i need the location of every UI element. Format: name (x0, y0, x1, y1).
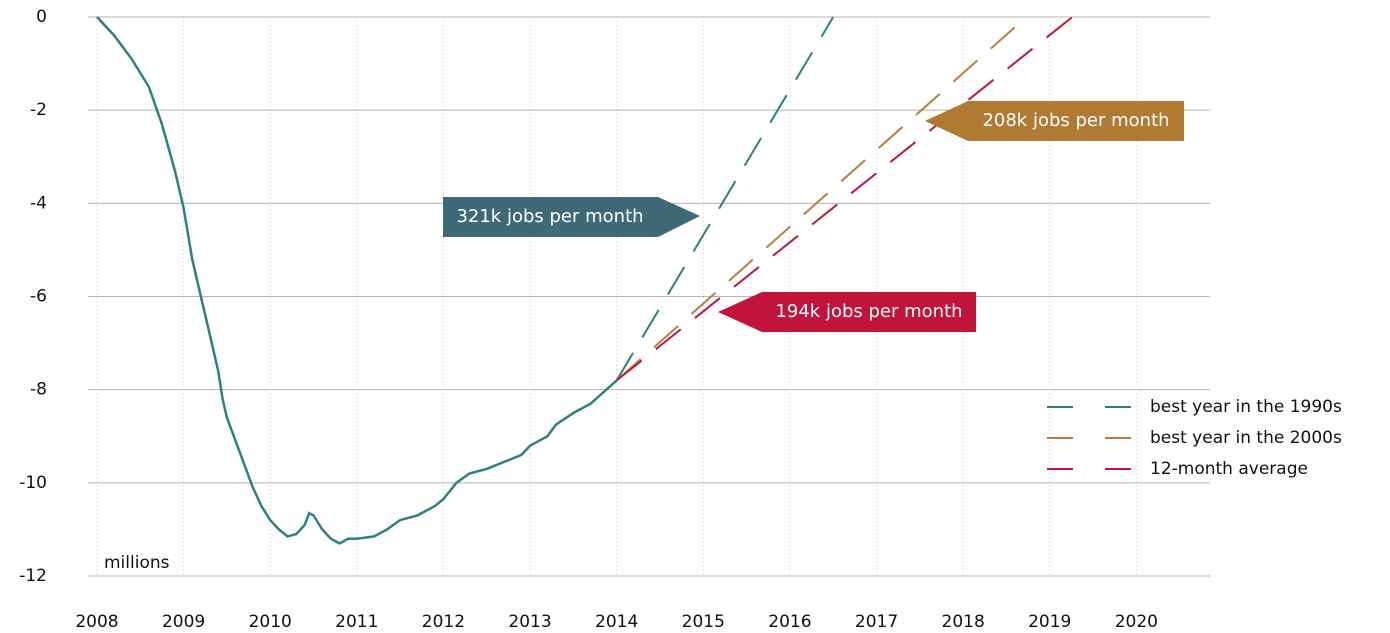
x-tick-label: 2014 (595, 612, 638, 632)
y-tick-label: 0 (36, 7, 47, 27)
line (615, 16, 835, 381)
x-tick-label: 2009 (162, 612, 205, 632)
x-tick-label: 2011 (335, 612, 378, 632)
x-tick-label: 2010 (249, 612, 292, 632)
y-tick-label: -2 (30, 100, 47, 120)
y-tick-label: -4 (30, 193, 47, 213)
annotation-text: 321k jobs per month (456, 206, 643, 227)
y-tick-label: -6 (30, 287, 47, 307)
x-tick-label: 2008 (75, 612, 118, 632)
legend-label: best year in the 2000s (1150, 428, 1342, 448)
x-tick-label: 2015 (682, 612, 725, 632)
line (96, 16, 618, 545)
legend-label: best year in the 1990s (1150, 397, 1342, 417)
legend-label: 12-month average (1150, 459, 1308, 479)
x-tick-label: 2018 (942, 612, 985, 632)
annotation-text: 194k jobs per month (775, 301, 962, 322)
x-tick-label: 2012 (422, 612, 465, 632)
line (616, 16, 1028, 382)
x-tick-label: 2017 (855, 612, 898, 632)
x-tick-label: 2019 (1028, 612, 1071, 632)
grid (88, 16, 1210, 577)
y-tick-label: -10 (19, 473, 47, 493)
y-axis-label: millions (104, 553, 170, 573)
y-tick-label: -8 (30, 380, 47, 400)
x-tick-label: 2020 (1115, 612, 1158, 632)
annotation-box (925, 101, 1184, 141)
annotation-box (443, 197, 700, 237)
annotation-box (718, 292, 976, 332)
x-tick-label: 2013 (508, 612, 551, 632)
y-tick-label: -12 (19, 566, 47, 586)
x-tick-label: 2016 (768, 612, 811, 632)
annotation-text: 208k jobs per month (982, 110, 1169, 131)
